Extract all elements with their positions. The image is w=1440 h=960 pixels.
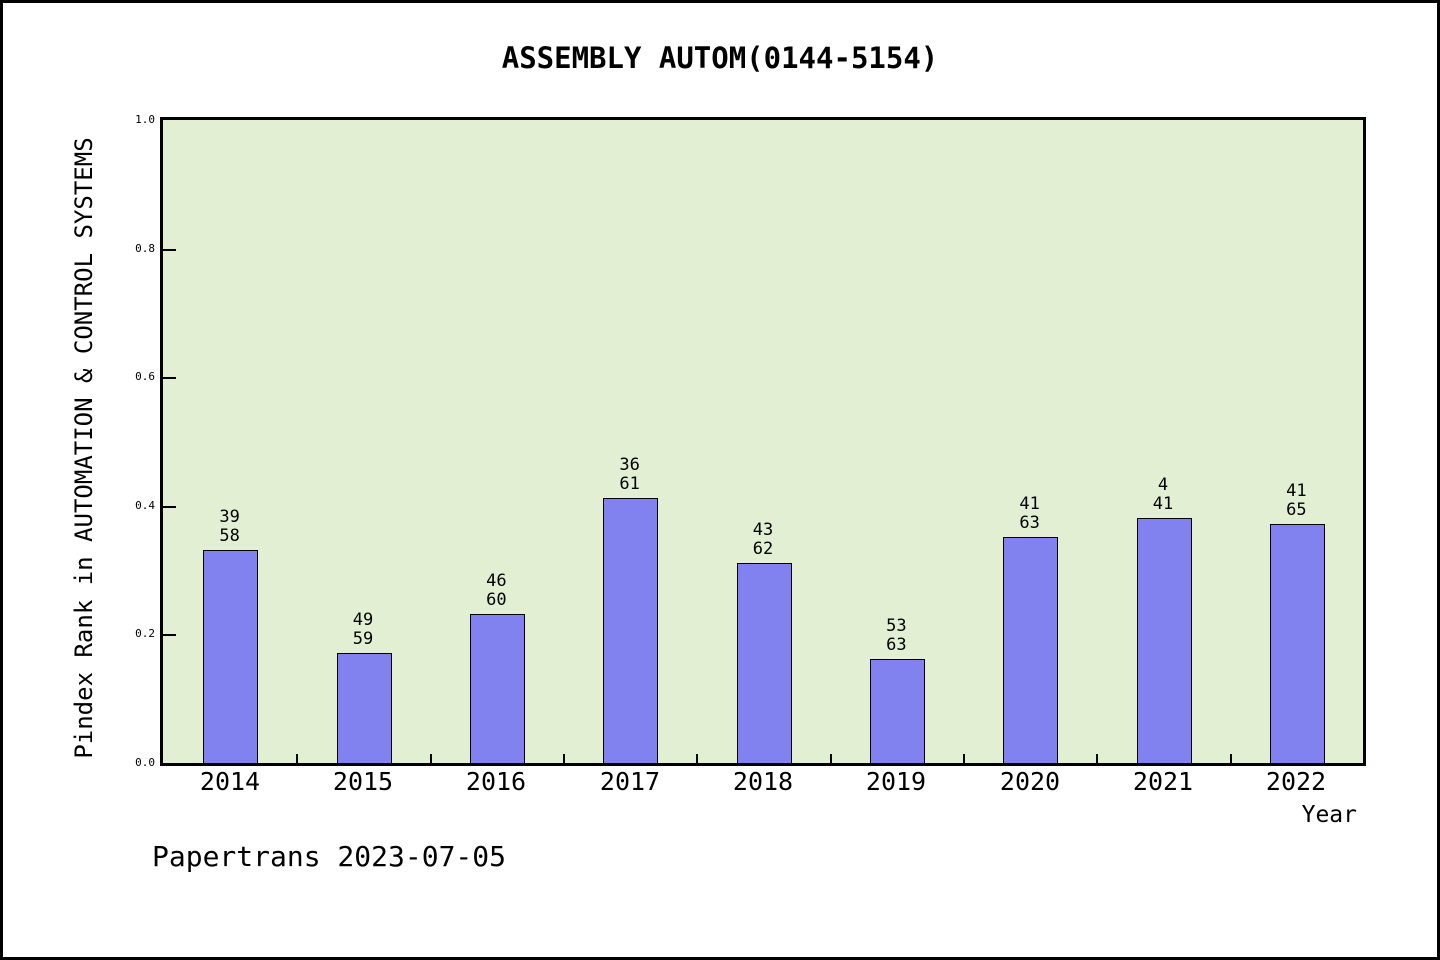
- y-tick: [163, 249, 176, 251]
- bar-2014: [203, 550, 258, 763]
- x-category-label-2019: 2019: [865, 767, 927, 796]
- plot-area: 39 58 49 59 46 60 36 61 43 62 53 63 41 63 4 41 41 65: [160, 117, 1366, 766]
- bar-label-bottom: 65: [1286, 500, 1307, 520]
- bar-label-2014: 39 58: [219, 508, 239, 546]
- bar-label-bottom: 63: [886, 635, 907, 655]
- bar-label-top: 43: [752, 520, 774, 540]
- x-minor-tick: [696, 754, 698, 763]
- y-tick-label: 1.0: [135, 113, 155, 126]
- y-tick: [163, 377, 176, 379]
- y-tick-label: 0.0: [135, 756, 155, 769]
- bar-label-top: 49: [352, 610, 374, 630]
- y-tick-label: 0.4: [135, 499, 155, 512]
- x-category-label-2021: 2021: [1132, 767, 1194, 796]
- bar-label-top: 39: [219, 507, 240, 527]
- y-tick: [163, 506, 176, 508]
- bar-label-2021: 4 41: [1153, 476, 1173, 514]
- bar-label-2018: 43 62: [753, 521, 773, 559]
- bar-label-bottom: 59: [352, 629, 374, 649]
- bar-label-bottom: 60: [486, 590, 507, 610]
- x-category-label-2016: 2016: [465, 767, 527, 796]
- x-axis-title: Year: [1301, 802, 1357, 828]
- bar-2020: [1003, 537, 1058, 763]
- x-category-label-2015: 2015: [332, 767, 394, 796]
- bar-label-2022: 41 65: [1286, 482, 1306, 520]
- x-minor-tick: [1096, 754, 1098, 763]
- y-tick-label: 0.2: [135, 627, 155, 640]
- bar-label-2017: 36 61: [619, 456, 639, 494]
- bar-2021: [1137, 518, 1192, 763]
- y-tick-label: 0.6: [135, 370, 155, 383]
- bar-label-2016: 46 60: [486, 572, 506, 610]
- bar-label-top: 41: [1019, 494, 1040, 514]
- bar-2016: [470, 614, 525, 763]
- bar-2022: [1270, 524, 1325, 763]
- x-minor-tick: [430, 754, 432, 763]
- bar-2018: [737, 563, 792, 763]
- bar-2019: [870, 659, 925, 763]
- x-minor-tick: [563, 754, 565, 763]
- bar-label-bottom: 62: [752, 539, 774, 559]
- bar-label-2020: 41 63: [1019, 495, 1039, 533]
- bar-label-top: 4: [1157, 475, 1169, 495]
- x-category-label-2020: 2020: [999, 767, 1061, 796]
- bar-label-2019: 53 63: [886, 617, 906, 655]
- chart-title: ASSEMBLY AUTOM(0144-5154): [501, 41, 939, 75]
- y-tick: [163, 634, 176, 636]
- x-minor-tick: [963, 754, 965, 763]
- bar-label-bottom: 63: [1019, 513, 1040, 533]
- y-tick-label: 0.8: [135, 242, 155, 255]
- bar-2017: [603, 498, 658, 763]
- x-minor-tick: [1230, 754, 1232, 763]
- bar-label-top: 36: [619, 455, 640, 475]
- x-category-label-2014: 2014: [199, 767, 261, 796]
- bar-label-bottom: 41: [1152, 494, 1174, 514]
- x-category-label-2017: 2017: [599, 767, 661, 796]
- x-category-label-2022: 2022: [1265, 767, 1327, 796]
- bar-label-top: 41: [1286, 481, 1307, 501]
- y-axis-title: Pindex Rank in AUTOMATION & CONTROL SYST…: [70, 137, 98, 759]
- bar-2015: [337, 653, 392, 763]
- x-category-label-2018: 2018: [732, 767, 794, 796]
- bar-label-bottom: 58: [219, 526, 240, 546]
- bar-label-2015: 49 59: [353, 611, 373, 649]
- x-minor-tick: [830, 754, 832, 763]
- footer-watermark: Papertrans 2023-07-05: [152, 840, 507, 873]
- bar-label-top: 53: [886, 616, 907, 636]
- x-minor-tick: [296, 754, 298, 763]
- bar-label-top: 46: [486, 571, 507, 591]
- bar-label-bottom: 61: [619, 474, 640, 494]
